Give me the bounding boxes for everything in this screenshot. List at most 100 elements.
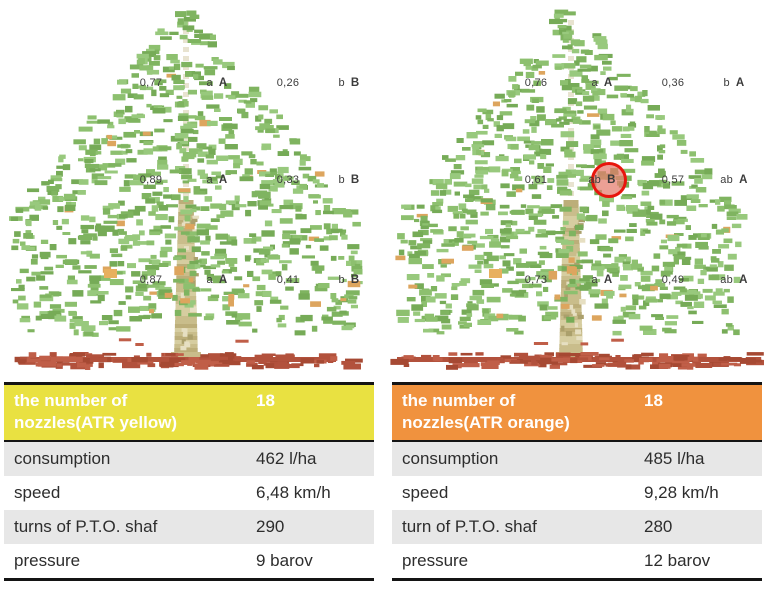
table-row: speed 9,28 km/h: [392, 476, 762, 510]
table-row: consumption 485 l/ha: [392, 442, 762, 476]
annotation-row: 0,61 ab B 0,57 ab A: [385, 172, 771, 188]
letters-small: ab: [720, 174, 734, 186]
annotation-row: 0,89 a A 0,33 b B: [0, 172, 385, 188]
row-value: 462 l/ha: [256, 449, 317, 468]
tree-panel-orange: 0,76 a A 0,36 b A 0,61 ab B 0,57 ab A 0,73 a A 0,49 ab A: [385, 0, 771, 378]
table-border-line: [4, 382, 374, 385]
table-row: pressure 12 barov: [392, 544, 762, 578]
deposition-value-right: 0,33: [276, 174, 300, 186]
row-label: speed: [14, 483, 61, 502]
letters-small: a: [206, 274, 213, 286]
deposition-value-left: 0,77: [139, 77, 163, 89]
row-value: 6,48 km/h: [256, 483, 331, 502]
letters-cap: A: [603, 274, 613, 286]
row-label: consumption: [402, 449, 499, 468]
annotation-row: 0,76 a A 0,36 b A: [385, 75, 771, 91]
row-label: pressure: [14, 551, 81, 570]
table-border-line: [392, 578, 762, 581]
deposition-value-left: 0,73: [524, 274, 548, 286]
row-label: turn of P.T.O. shaf: [402, 517, 537, 536]
tree-graphic: [390, 9, 764, 370]
letters-small: a: [591, 77, 598, 89]
letters-small: ab: [720, 274, 734, 286]
letters-small: a: [206, 174, 213, 186]
annotation-row: 0,77 a A 0,26 b B: [0, 75, 385, 91]
highlight-circle: [591, 162, 627, 198]
row-value: 12 barov: [644, 551, 711, 570]
tree-graphic: [9, 10, 363, 370]
letters-cap: A: [739, 274, 748, 286]
table-row: turn of P.T.O. shaf 280: [392, 510, 762, 544]
tree-panel-yellow: 0,77 a A 0,26 b B 0,89 a A 0,33 b B 0,87 a A 0,41 b B: [0, 0, 385, 378]
table-row: consumption 462 l/ha: [4, 442, 374, 476]
letters-small: a: [206, 77, 213, 89]
deposition-value-right: 0,41: [276, 274, 300, 286]
table-header-value: 18: [644, 391, 663, 410]
letters-cap: A: [218, 174, 228, 186]
row-value: 485 l/ha: [644, 449, 705, 468]
table-border-line: [4, 440, 374, 442]
letters-cap: B: [607, 174, 616, 186]
table-row: speed 6,48 km/h: [4, 476, 374, 510]
deposition-value-right: 0,36: [661, 77, 685, 89]
table-border-line: [392, 440, 762, 442]
table-row: pressure 9 barov: [4, 544, 374, 578]
letters-cap: A: [218, 77, 228, 89]
letters-cap: B: [350, 174, 360, 186]
letters-small: a: [591, 274, 598, 286]
annotation-row: 0,87 a A 0,41 b B: [0, 272, 385, 288]
table-border-line: [4, 578, 374, 581]
table-row: turns of P.T.O. shaf 290: [4, 510, 374, 544]
row-label: consumption: [14, 449, 111, 468]
table-header-label: the number of nozzles(ATR orange): [402, 391, 570, 432]
row-value: 290: [256, 517, 285, 536]
table-header: the number of nozzles(ATR yellow) 18: [4, 385, 374, 440]
tables-row: the number of nozzles(ATR yellow) 18 consu…: [4, 382, 762, 581]
annotation-row: 0,73 a A 0,49 ab A: [385, 272, 771, 288]
letters-cap: A: [218, 274, 228, 286]
deposition-value-right: 0,49: [661, 274, 685, 286]
letters-small: b: [338, 174, 345, 186]
row-value: 280: [644, 517, 673, 536]
letters-small: b: [338, 77, 345, 89]
deposition-value-left: 0,61: [524, 174, 548, 186]
row-label: pressure: [402, 551, 469, 570]
row-label: turns of P.T.O. shaf: [14, 517, 158, 536]
letters-cap: B: [350, 274, 360, 286]
deposition-value-left: 0,87: [139, 274, 163, 286]
deposition-value-left: 0,76: [524, 77, 548, 89]
letters-small: b: [723, 77, 730, 89]
letters-small: b: [338, 274, 345, 286]
table-header-value: 18: [256, 391, 275, 410]
table-border-line: [392, 382, 762, 385]
nozzle-table-yellow: the number of nozzles(ATR yellow) 18 consu…: [4, 382, 374, 581]
row-label: speed: [402, 483, 449, 502]
letters-cap: A: [735, 77, 745, 89]
nozzle-table-orange: the number of nozzles(ATR orange) 18 consu…: [392, 382, 762, 581]
significance-letters-right: ab A: [702, 272, 766, 288]
table-header-label: the number of nozzles(ATR yellow): [14, 391, 178, 432]
letters-cap: B: [350, 77, 360, 89]
deposition-value-left: 0,89: [139, 174, 163, 186]
letters-cap: A: [739, 174, 748, 186]
row-value: 9 barov: [256, 551, 313, 570]
significance-letters-left: ab B: [573, 172, 631, 188]
letters-cap: A: [603, 77, 613, 89]
table-header: the number of nozzles(ATR orange) 18: [392, 385, 762, 440]
significance-letters-right: ab A: [702, 172, 766, 188]
tree-panels: 0,77 a A 0,26 b B 0,89 a A 0,33 b B 0,87 a A 0,41 b B 0,7…: [0, 0, 771, 378]
row-value: 9,28 km/h: [644, 483, 719, 502]
deposition-value-right: 0,26: [276, 77, 300, 89]
deposition-value-right: 0,57: [661, 174, 685, 186]
letters-small: ab: [588, 174, 602, 186]
